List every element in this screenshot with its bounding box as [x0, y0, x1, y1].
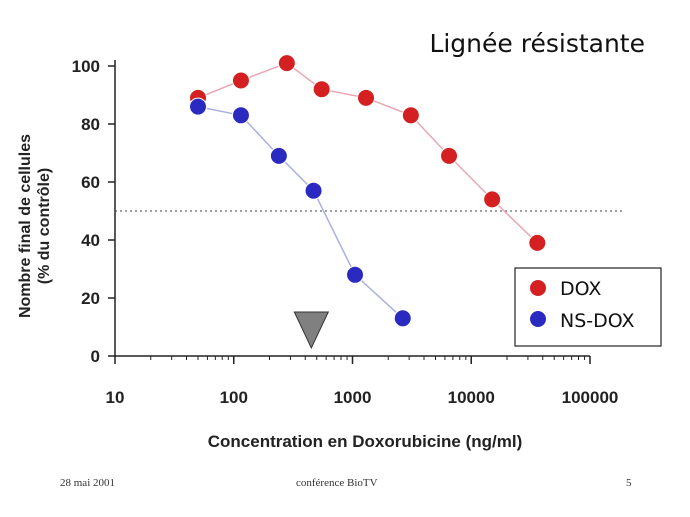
y-axis-label-line2: (% du contrôle)	[36, 168, 53, 284]
marker-triangle	[293, 311, 330, 350]
legend: DOX NS-DOX	[514, 267, 662, 347]
legend-label-ns-dox: NS-DOX	[560, 310, 635, 332]
x-tick-label: 10000	[448, 388, 495, 407]
y-tick-label: 100	[72, 57, 100, 76]
footer-date: 28 mai 2001	[60, 477, 115, 489]
data-point-dox	[312, 80, 331, 99]
y-tick-label: 20	[81, 289, 100, 308]
x-tick-label: 100000	[562, 388, 619, 407]
data-point-ns-dox	[189, 97, 208, 116]
data-point-ns-dox	[304, 181, 323, 200]
y-tick-label: 60	[81, 173, 100, 192]
data-point-dox	[440, 146, 459, 165]
x-axis-label: Concentration en Doxorubicine (ng/ml)	[208, 432, 523, 451]
y-axis-label-line1: Nombre final de cellules	[17, 134, 34, 318]
legend-label-dox: DOX	[560, 278, 601, 300]
data-point-ns-dox	[393, 309, 412, 328]
data-point-dox	[401, 106, 420, 125]
data-point-dox	[483, 190, 502, 209]
plot-area: 0 20 40 60 80 100 10 100 1000 10000 100000	[72, 54, 624, 407]
y-tick-label: 80	[81, 115, 100, 134]
x-tick-label: 100	[220, 388, 248, 407]
footer-event: conférence BioTV	[296, 477, 378, 489]
legend-marker-ns-dox	[530, 311, 546, 327]
x-tick-label: 10	[106, 388, 125, 407]
data-point-ns-dox	[346, 265, 365, 284]
y-tick-label: 40	[81, 231, 100, 250]
data-point-dox	[277, 54, 296, 73]
data-point-ns-dox	[231, 106, 250, 125]
x-tick-label: 1000	[334, 388, 372, 407]
data-point-dox	[357, 88, 376, 107]
y-tick-label: 0	[91, 347, 100, 366]
data-point-ns-dox	[269, 146, 288, 165]
legend-marker-dox	[530, 280, 546, 296]
data-point-dox	[231, 71, 250, 90]
chart-title: Lignée résistante	[429, 29, 645, 58]
series-line-ns-dox	[197, 105, 404, 319]
footer-page-number: 5	[626, 477, 632, 489]
data-point-dox	[528, 233, 547, 252]
